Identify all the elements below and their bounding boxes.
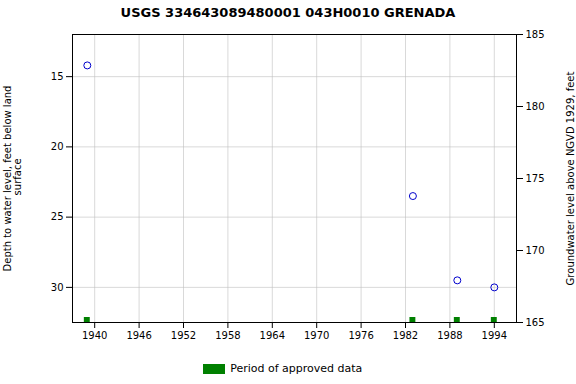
svg-text:1958: 1958 (215, 330, 240, 341)
svg-text:20: 20 (51, 141, 64, 152)
svg-text:180: 180 (526, 101, 545, 112)
svg-text:185: 185 (526, 29, 545, 40)
svg-text:1940: 1940 (82, 330, 107, 341)
svg-text:1964: 1964 (260, 330, 285, 341)
svg-text:1946: 1946 (126, 330, 151, 341)
svg-text:15: 15 (51, 71, 64, 82)
svg-text:Groundwater level above NGVD 1: Groundwater level above NGVD 1929, feet (565, 72, 576, 286)
svg-text:1970: 1970 (304, 330, 329, 341)
svg-text:170: 170 (526, 245, 545, 256)
html-text:USGS 334643089480001 043H0010: USGS 334643089480001 043H0010 GRENADA (120, 5, 456, 20)
svg-text:25: 25 (51, 211, 64, 222)
svg-text:Depth to water level, feet bel: Depth to water level, feet below land su… (2, 86, 23, 272)
svg-text:1976: 1976 (348, 330, 373, 341)
svg-text:1982: 1982 (393, 330, 418, 341)
svg-text:175: 175 (526, 173, 545, 184)
svg-text:1988: 1988 (437, 330, 462, 341)
svg-text:165: 165 (526, 317, 545, 328)
html-text:Period of approved data: Period of approved data (230, 362, 363, 375)
svg-text:1994: 1994 (482, 330, 507, 341)
svg-text:1952: 1952 (171, 330, 196, 341)
svg-text:30: 30 (51, 282, 64, 293)
